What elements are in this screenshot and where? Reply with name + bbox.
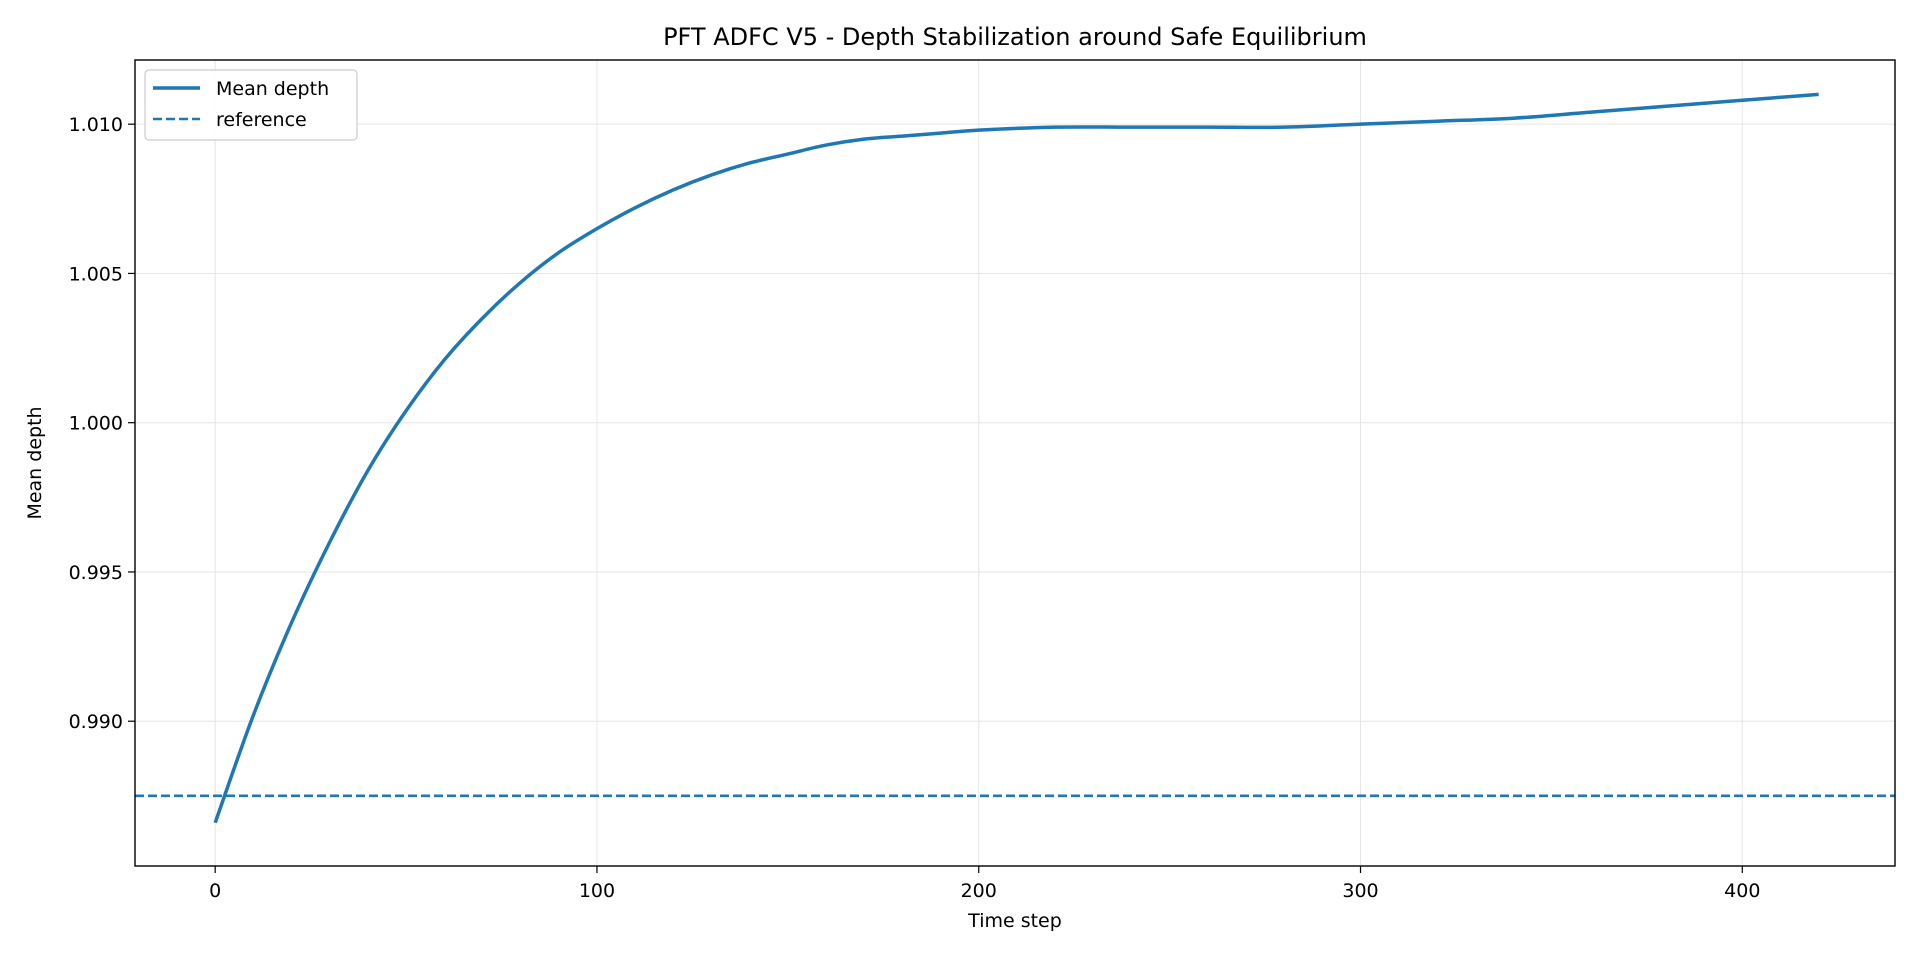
x-tick-label: 400 [1724,880,1760,902]
grid [135,60,1895,866]
legend-label-mean-depth: Mean depth [216,78,329,100]
series-line-mean-depth [215,94,1818,822]
x-tick-label: 200 [961,880,997,902]
x-tick-label: 0 [209,880,221,902]
chart-title: PFT ADFC V5 - Depth Stabilization around… [663,23,1367,51]
x-axis-label: Time step [967,910,1062,932]
legend: Mean depth reference [145,70,357,140]
x-tick-label: 100 [579,880,615,902]
y-axis: 0.990 0.995 1.000 1.005 1.010 [69,114,135,733]
plot-frame [135,60,1895,866]
y-tick-label: 1.000 [69,413,123,435]
y-tick-label: 0.990 [69,711,123,733]
y-tick-label: 1.005 [69,263,123,285]
x-tick-label: 300 [1342,880,1378,902]
y-axis-label: Mean depth [24,406,46,519]
x-axis: 0 100 200 300 400 [209,866,1760,902]
legend-label-reference: reference [216,109,307,131]
y-tick-label: 1.010 [69,114,123,136]
series-layer [135,94,1895,822]
y-tick-label: 0.995 [69,562,123,584]
